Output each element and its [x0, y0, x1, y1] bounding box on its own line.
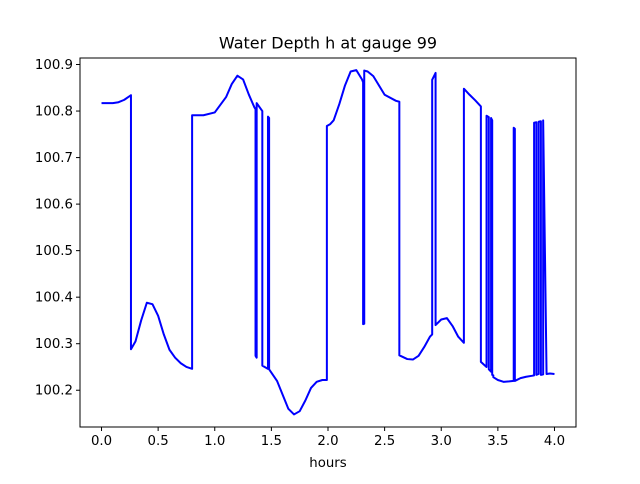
series-line-0: [101, 69, 555, 416]
y-tick-label: 100.3: [35, 337, 73, 352]
x-tick-label: 1.5: [261, 434, 282, 449]
x-tick-label: 3.0: [431, 434, 452, 449]
x-tick-label: 2.0: [317, 434, 338, 449]
chart-title: Water Depth h at gauge 99: [219, 34, 437, 53]
x-tick-label: 0.5: [148, 434, 169, 449]
y-tick-label: 100.8: [35, 105, 73, 120]
x-tick-label: 3.5: [487, 434, 508, 449]
x-tick-label: 0.0: [91, 434, 112, 449]
y-tick-label: 100.2: [35, 384, 73, 399]
y-tick-label: 100.4: [35, 291, 73, 306]
y-tick-label: 100.7: [35, 151, 73, 166]
plot-area: 0.0 0.5 1.0 1.5 2.0 2.5 3.0 3.5 4.0 100.2 100.3 100…: [35, 57, 577, 449]
y-tick-label: 100.5: [35, 244, 73, 259]
x-tick-label: 4.0: [544, 434, 565, 449]
x-tick-label: 1.0: [204, 434, 225, 449]
x-tick-label: 2.5: [374, 434, 395, 449]
y-tick-label: 100.6: [35, 198, 73, 213]
y-tick-label: 100.9: [35, 58, 73, 73]
x-axis-label: hours: [309, 456, 346, 471]
